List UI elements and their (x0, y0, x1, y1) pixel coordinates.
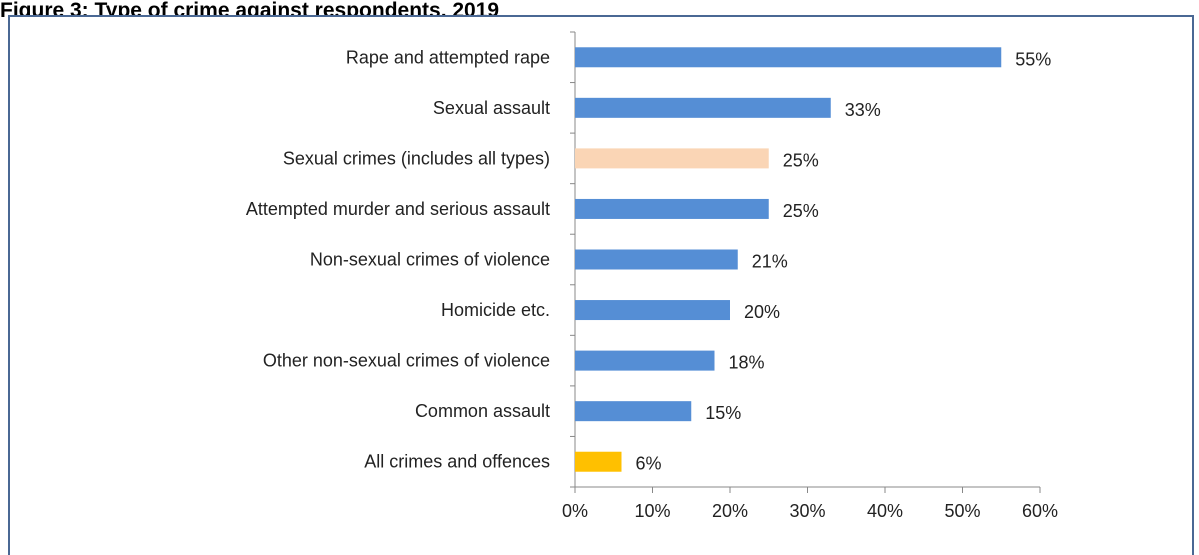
category-label: All crimes and offences (364, 452, 550, 472)
value-label: 25% (783, 201, 819, 221)
bar (575, 97, 831, 118)
x-tick-label: 20% (712, 501, 748, 521)
labels-layer: 0% 10% 20% 30% 40% 50% 60% Rape and attempted r… (246, 47, 1058, 521)
x-tick-label: 50% (944, 501, 980, 521)
value-label: 20% (744, 302, 780, 322)
category-label: Non-sexual crimes of violence (310, 250, 550, 270)
value-label: 18% (729, 353, 765, 373)
bar (575, 350, 715, 371)
bar-chart: 0% 10% 20% 30% 40% 50% 60% Rape and attempted r… (246, 31, 1058, 521)
bar (575, 401, 692, 422)
bar (575, 198, 769, 219)
category-label: Common assault (415, 401, 550, 421)
x-tick-label: 60% (1022, 501, 1058, 521)
bar (575, 451, 622, 472)
bar (575, 148, 769, 169)
value-label: 15% (705, 403, 741, 423)
bar (575, 300, 730, 321)
value-label: 6% (636, 454, 662, 474)
category-label: Attempted murder and serious assault (246, 199, 550, 219)
x-tick-label: 40% (867, 501, 903, 521)
bar (575, 47, 1002, 68)
category-label: Sexual assault (433, 98, 550, 118)
value-label: 33% (845, 100, 881, 120)
value-label: 21% (752, 252, 788, 272)
bars-layer (575, 47, 1002, 472)
category-label: Homicide etc. (441, 300, 550, 320)
bar (575, 249, 738, 270)
category-label: Rape and attempted rape (346, 47, 550, 67)
x-tick-label: 30% (789, 501, 825, 521)
x-tick-label: 0% (562, 501, 588, 521)
value-label: 25% (783, 150, 819, 170)
x-tick-label: 10% (634, 501, 670, 521)
category-label: Other non-sexual crimes of violence (263, 351, 550, 371)
value-label: 55% (1015, 49, 1051, 69)
category-label: Sexual crimes (includes all types) (283, 148, 550, 168)
